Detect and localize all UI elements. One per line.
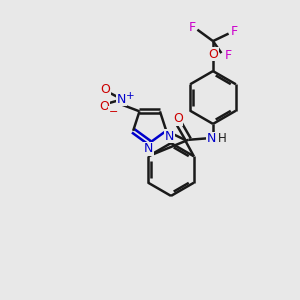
Text: +: + — [126, 91, 135, 101]
Text: N: N — [207, 132, 216, 146]
Text: N: N — [165, 130, 174, 143]
Text: F: F — [188, 21, 196, 34]
Text: H: H — [218, 132, 227, 146]
Text: F: F — [230, 25, 238, 38]
Text: O: O — [100, 83, 110, 96]
Text: O: O — [173, 112, 183, 125]
Text: F: F — [224, 49, 232, 62]
Text: N: N — [143, 142, 153, 155]
Text: O: O — [99, 100, 109, 113]
Text: O: O — [208, 47, 218, 61]
Text: −: − — [108, 107, 118, 117]
Text: N: N — [117, 93, 126, 106]
